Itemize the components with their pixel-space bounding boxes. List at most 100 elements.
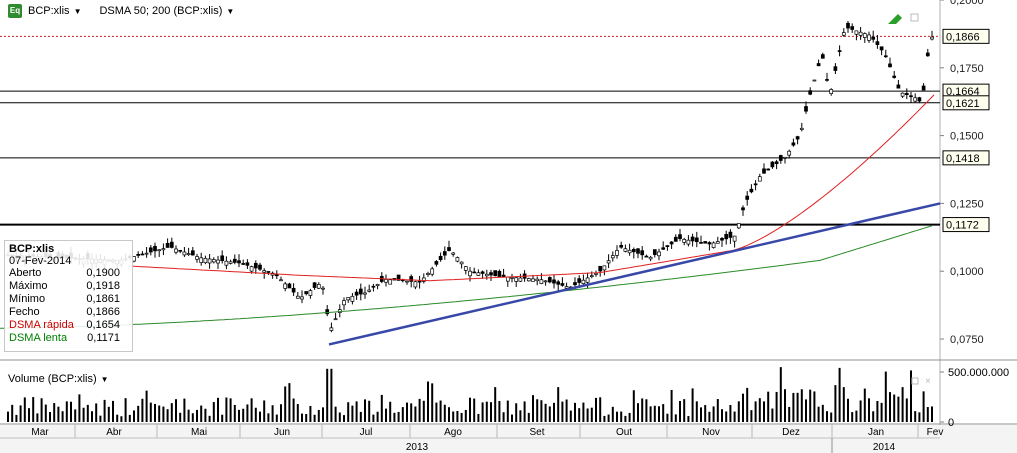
candle-body	[724, 234, 729, 240]
candle-body	[564, 286, 569, 289]
volume-bar	[775, 391, 778, 422]
candle-body	[812, 79, 817, 82]
volume-bar	[170, 403, 173, 422]
candle-body	[791, 142, 796, 146]
volume-bar	[334, 406, 337, 422]
candle-body	[774, 161, 779, 165]
volume-bar	[401, 407, 404, 422]
candle-body	[342, 300, 346, 306]
month-label: Nov	[702, 427, 720, 438]
candle-body	[783, 156, 787, 159]
volume-bar	[910, 370, 912, 422]
volume-bar	[347, 402, 350, 422]
time-axis-background	[0, 425, 1017, 453]
candle-body	[430, 268, 435, 275]
volume-bar	[620, 411, 623, 422]
last-price-label: 0,1866	[946, 31, 980, 43]
month-label: Jun	[274, 427, 290, 438]
candle-body	[917, 97, 922, 102]
volume-bar	[637, 403, 639, 422]
level-label-box	[942, 217, 990, 233]
indicator-selector[interactable]: DSMA 50; 200 (BCP:xlis) ▼	[99, 5, 234, 17]
info-label: DSMA lenta	[9, 332, 68, 344]
volume-bar	[128, 414, 131, 422]
candle-body	[329, 327, 334, 331]
volume-bar	[763, 401, 765, 422]
volume-bar	[78, 394, 81, 422]
candle-body	[148, 247, 153, 253]
volume-bar	[905, 398, 908, 422]
volume-bar	[569, 410, 572, 422]
volume-bar	[212, 402, 215, 422]
candle-body	[913, 97, 918, 102]
volume-bar	[716, 399, 719, 422]
volume-bar	[784, 389, 786, 422]
volume-bar	[473, 398, 476, 422]
slow-ma-line	[0, 225, 933, 329]
candle-body	[249, 266, 254, 272]
candle-body	[900, 92, 905, 97]
candle-body	[316, 284, 321, 289]
candle-body	[531, 278, 535, 282]
volume-bar	[532, 395, 534, 422]
candle-body	[930, 36, 934, 40]
volume-bar	[889, 392, 891, 422]
volume-bar	[813, 391, 816, 422]
candle-body	[581, 279, 586, 285]
candle-body	[295, 295, 300, 299]
candle-body	[804, 106, 808, 112]
level-label-box	[942, 150, 990, 166]
symbol-selector[interactable]: BCP:xlis ▼	[28, 5, 81, 17]
candle-body	[606, 260, 611, 264]
volume-bar	[847, 398, 849, 422]
candle-body	[820, 54, 825, 59]
volume-selector[interactable]: Volume (BCP:xlis) ▼	[8, 373, 109, 385]
volume-bar	[712, 406, 715, 422]
volume-bar	[477, 413, 480, 422]
chart-toolbar: Eq BCP:xlis ▼ DSMA 50; 200 (BCP:xlis) ▼	[0, 0, 234, 22]
volume-bar	[427, 381, 429, 422]
trendline	[328, 202, 941, 346]
level-label: 0,1621	[946, 98, 980, 110]
candle-body	[715, 241, 720, 244]
volume-bar	[191, 413, 194, 422]
volume-bar	[280, 404, 282, 422]
volume-bar	[288, 383, 291, 422]
volume-bar	[872, 411, 875, 422]
volume-bar	[238, 409, 240, 422]
candle-body	[598, 265, 603, 272]
volume-bar	[683, 399, 686, 422]
volume-bar	[469, 397, 471, 422]
candle-body	[447, 247, 451, 251]
y-tick-label: 0,1750	[950, 63, 984, 75]
volume-bar	[49, 412, 51, 422]
volume-bar	[687, 416, 690, 422]
volume-bar	[246, 404, 249, 422]
candle-body	[753, 183, 758, 186]
candle-body	[904, 93, 909, 96]
volume-bar	[338, 412, 341, 422]
volume-bar	[284, 386, 287, 422]
volume-bar	[725, 411, 728, 422]
candle-body	[640, 250, 645, 256]
volume-bar	[721, 409, 723, 422]
volume-bar	[897, 396, 900, 422]
candle-body	[346, 297, 351, 301]
candle-body	[766, 168, 771, 171]
candle-body	[862, 33, 867, 38]
volume-bar	[254, 407, 257, 422]
volume-bar	[553, 402, 555, 422]
volume-bar	[263, 400, 266, 422]
fast-ma-line	[129, 94, 935, 282]
volume-bar	[422, 400, 425, 422]
candle-body	[854, 30, 859, 35]
candle-body	[846, 22, 850, 29]
candle-body	[547, 277, 552, 283]
volume-bar	[511, 414, 513, 422]
volume-bar	[649, 406, 652, 422]
volume-bar	[742, 393, 744, 422]
volume-bar	[351, 405, 354, 422]
